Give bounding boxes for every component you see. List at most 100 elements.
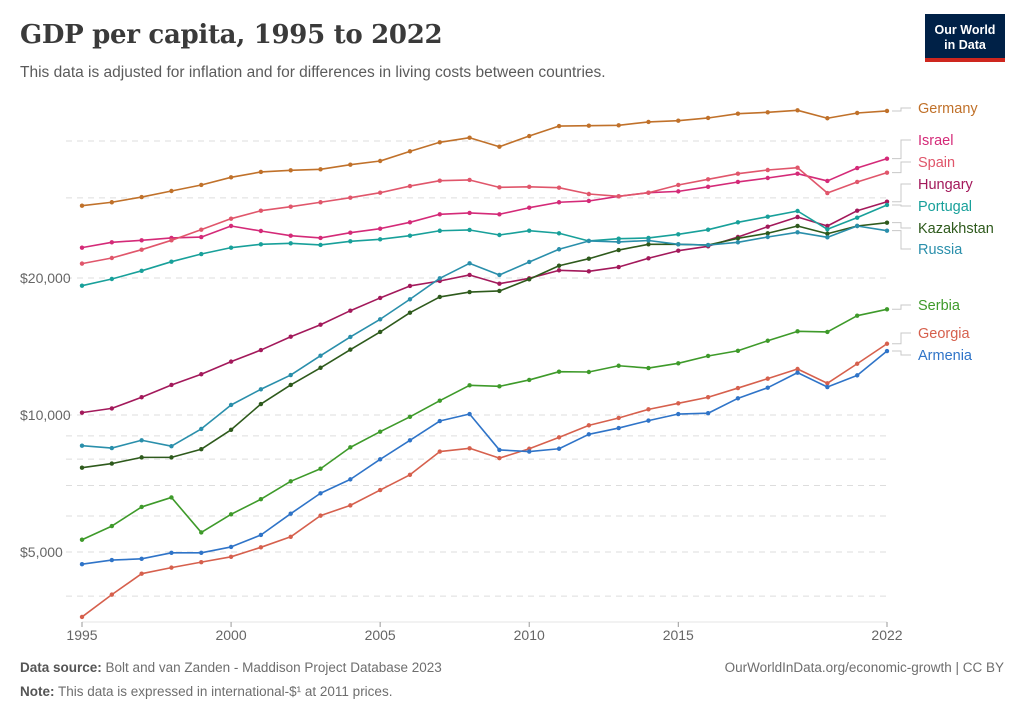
point-hungary (556, 268, 562, 273)
label-israel: Israel (918, 133, 953, 149)
point-georgia (348, 503, 353, 508)
point-israel (735, 179, 741, 185)
point-portugal (288, 241, 293, 246)
point-israel (139, 238, 144, 243)
point-spain (765, 167, 770, 173)
point-armenia (437, 418, 442, 424)
point-spain (735, 171, 741, 176)
point-serbia (199, 530, 204, 535)
point-georgia (765, 376, 770, 381)
point-israel (318, 235, 323, 241)
point-armenia (616, 425, 621, 431)
point-hungary (348, 308, 353, 313)
point-russia (676, 242, 681, 247)
point-spain (407, 183, 413, 189)
point-russia (377, 317, 383, 322)
series-labels: Germany Israel Spain Hungary Portugal Kazakhs… (892, 101, 994, 364)
point-armenia (795, 370, 800, 375)
point-spain (199, 227, 204, 232)
point-georgia (795, 366, 800, 372)
point-hungary (795, 214, 800, 220)
x-tick-label: 2015 (663, 627, 694, 643)
connector-germany (892, 107, 911, 112)
point-serbia (616, 363, 621, 368)
point-portugal (258, 242, 264, 247)
point-armenia (407, 438, 413, 443)
point-kazakhstan (616, 247, 621, 253)
point-portugal (497, 232, 502, 238)
point-kazakhstan (258, 401, 264, 407)
owid-logo[interactable]: Our World in Data (925, 14, 1005, 62)
point-serbia (377, 429, 383, 434)
point-spain (616, 194, 621, 199)
point-portugal (199, 251, 204, 257)
point-russia (586, 238, 592, 244)
point-israel (795, 171, 800, 176)
point-georgia (854, 361, 860, 366)
point-spain (556, 185, 562, 190)
point-georgia (258, 545, 264, 550)
point-portugal (228, 245, 234, 250)
point-germany (199, 182, 204, 188)
point-serbia (79, 537, 85, 542)
source-link[interactable]: OurWorldInData.org/economic-growth | CC … (724, 660, 1004, 675)
point-hungary (139, 395, 144, 400)
point-armenia (497, 447, 502, 453)
point-serbia (497, 384, 502, 389)
x-tick-label: 2000 (215, 627, 246, 643)
point-hungary (318, 322, 323, 327)
point-serbia (109, 523, 115, 529)
label-georgia: Georgia (918, 326, 971, 342)
point-spain (258, 208, 264, 213)
x-axis: 1995 2000 2005 2010 2015 2022 (66, 621, 903, 643)
point-portugal (527, 228, 532, 233)
point-germany (765, 110, 770, 115)
point-armenia (854, 373, 860, 378)
point-israel (884, 156, 890, 161)
point-georgia (139, 571, 144, 576)
line-hungary (81, 200, 888, 414)
point-serbia (586, 369, 592, 375)
point-armenia (348, 477, 353, 482)
point-israel (497, 212, 502, 217)
series-lines (79, 108, 890, 620)
point-israel (288, 233, 293, 238)
point-armenia (884, 348, 890, 354)
point-armenia (377, 457, 383, 462)
point-russia (318, 353, 323, 358)
point-serbia (765, 338, 770, 343)
point-hungary (79, 410, 85, 415)
point-kazakhstan (795, 223, 800, 229)
point-portugal (884, 202, 890, 208)
point-germany (676, 118, 681, 123)
point-portugal (407, 233, 413, 238)
label-serbia: Serbia (918, 298, 961, 314)
point-hungary (884, 199, 890, 204)
point-russia (497, 272, 502, 278)
label-hungary: Hungary (918, 177, 974, 193)
point-germany (735, 111, 741, 116)
data-source-text[interactable]: Bolt and van Zanden - Maddison Project D… (105, 660, 442, 675)
point-portugal (109, 276, 115, 282)
point-kazakhstan (556, 263, 562, 268)
point-germany (586, 123, 592, 128)
point-serbia (705, 353, 711, 359)
point-israel (258, 228, 264, 234)
y-tick-label: $10,000 (20, 407, 71, 423)
point-portugal (676, 232, 681, 237)
series-russia (79, 223, 890, 451)
point-hungary (467, 272, 472, 278)
x-tick-label: 1995 (66, 627, 97, 643)
series-spain (79, 165, 890, 266)
line-israel (81, 157, 888, 249)
point-portugal (556, 231, 562, 236)
point-kazakhstan (169, 455, 174, 460)
point-russia (556, 247, 562, 252)
point-germany (497, 144, 502, 149)
point-israel (109, 240, 115, 245)
point-kazakhstan (288, 382, 293, 388)
point-armenia (825, 384, 830, 390)
point-germany (646, 119, 651, 125)
point-spain (676, 182, 681, 188)
